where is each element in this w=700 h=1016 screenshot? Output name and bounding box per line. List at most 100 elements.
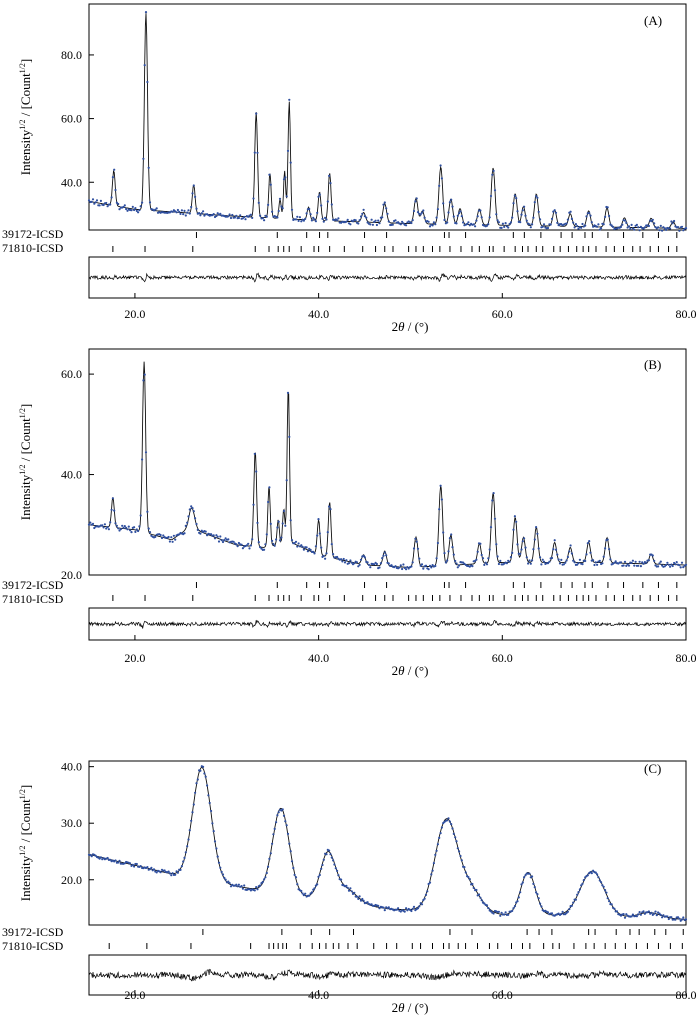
observed-point bbox=[312, 550, 315, 554]
observed-point bbox=[556, 221, 559, 224]
observed-point bbox=[200, 212, 203, 215]
observed-point bbox=[633, 564, 636, 567]
panel-a-phase-ticks bbox=[112, 232, 678, 252]
observed-point bbox=[613, 561, 616, 564]
observed-point bbox=[447, 817, 450, 820]
observed-point bbox=[211, 822, 214, 825]
observed-point bbox=[101, 524, 104, 527]
observed-point bbox=[596, 225, 599, 228]
observed-point bbox=[383, 201, 386, 204]
observed-point bbox=[391, 223, 394, 226]
observed-point bbox=[261, 880, 264, 884]
observed-point bbox=[661, 916, 664, 919]
observed-point bbox=[284, 176, 287, 179]
observed-point bbox=[627, 564, 631, 567]
observed-point bbox=[134, 207, 137, 210]
observed-point bbox=[298, 216, 301, 219]
observed-point bbox=[596, 563, 599, 566]
observed-point bbox=[521, 881, 524, 884]
observed-point bbox=[535, 195, 538, 198]
observed-point bbox=[495, 543, 498, 546]
observed-point bbox=[431, 564, 434, 567]
observed-point bbox=[308, 207, 311, 211]
observed-point bbox=[491, 173, 494, 176]
observed-point bbox=[504, 911, 507, 914]
ytick-label: 30.0 bbox=[61, 816, 82, 830]
calculated-profile bbox=[88, 361, 687, 568]
observed-point bbox=[598, 228, 601, 231]
observed-point bbox=[415, 197, 418, 200]
observed-point bbox=[574, 223, 578, 226]
observed-point bbox=[477, 893, 481, 896]
observed-point bbox=[438, 836, 441, 840]
observed-point bbox=[302, 219, 305, 222]
observed-point bbox=[196, 528, 199, 532]
observed-point bbox=[680, 918, 684, 921]
observed-point bbox=[480, 553, 483, 557]
observed-point bbox=[525, 556, 528, 559]
observed-point bbox=[631, 227, 635, 230]
observed-point bbox=[143, 64, 146, 67]
observed-point bbox=[336, 555, 339, 559]
observed-point bbox=[448, 820, 451, 823]
observed-point bbox=[264, 876, 267, 879]
observed-point bbox=[659, 913, 662, 917]
observed-point bbox=[598, 879, 601, 882]
observed-point bbox=[435, 216, 438, 219]
observed-point bbox=[674, 918, 677, 921]
observed-point bbox=[497, 562, 500, 566]
observed-point bbox=[220, 539, 223, 542]
observed-point bbox=[213, 840, 217, 843]
xtick-label: 80.0 bbox=[676, 988, 697, 1002]
observed-point bbox=[454, 836, 457, 839]
observed-point bbox=[271, 210, 274, 213]
observed-point bbox=[450, 198, 453, 201]
observed-point bbox=[90, 200, 93, 203]
observed-point bbox=[635, 223, 639, 226]
observed-point bbox=[219, 535, 222, 538]
observed-point bbox=[446, 559, 449, 562]
observed-point bbox=[577, 562, 580, 565]
panel-b-yticks: 20.0 40.0 60.0 bbox=[61, 367, 94, 582]
observed-point bbox=[524, 874, 527, 877]
observed-point bbox=[410, 909, 413, 913]
observed-point bbox=[294, 218, 298, 221]
observed-point bbox=[424, 893, 428, 897]
observed-point bbox=[271, 842, 274, 845]
observed-point bbox=[117, 202, 120, 206]
observed-point bbox=[528, 559, 531, 562]
observed-point bbox=[639, 913, 643, 916]
observed-point bbox=[290, 860, 294, 863]
observed-point bbox=[455, 840, 458, 843]
observed-point bbox=[329, 182, 332, 185]
observed-point bbox=[195, 207, 198, 210]
observed-point bbox=[613, 907, 616, 910]
observed-point bbox=[243, 215, 246, 219]
observed-point bbox=[535, 891, 538, 894]
observed-point bbox=[186, 211, 189, 214]
observed-point bbox=[296, 215, 299, 218]
observed-point bbox=[427, 220, 430, 223]
observed-point bbox=[150, 866, 153, 870]
observed-point bbox=[282, 814, 286, 817]
observed-point bbox=[321, 217, 324, 220]
observed-point bbox=[378, 566, 381, 569]
observed-point bbox=[531, 875, 534, 878]
observed-point bbox=[374, 219, 377, 222]
observed-point bbox=[438, 508, 441, 511]
observed-point bbox=[633, 228, 636, 231]
observed-point bbox=[443, 552, 446, 555]
observed-point bbox=[207, 794, 210, 797]
observed-point bbox=[198, 212, 201, 215]
observed-point bbox=[466, 222, 469, 226]
observed-point bbox=[138, 525, 141, 528]
observed-point bbox=[615, 910, 619, 913]
observed-point bbox=[192, 510, 195, 513]
observed-point bbox=[444, 561, 447, 564]
observed-point bbox=[143, 373, 146, 376]
observed-point bbox=[434, 564, 437, 568]
observed-point bbox=[347, 562, 351, 565]
observed-point bbox=[446, 221, 449, 224]
observed-point bbox=[665, 563, 668, 567]
calculated-profile bbox=[88, 767, 686, 920]
